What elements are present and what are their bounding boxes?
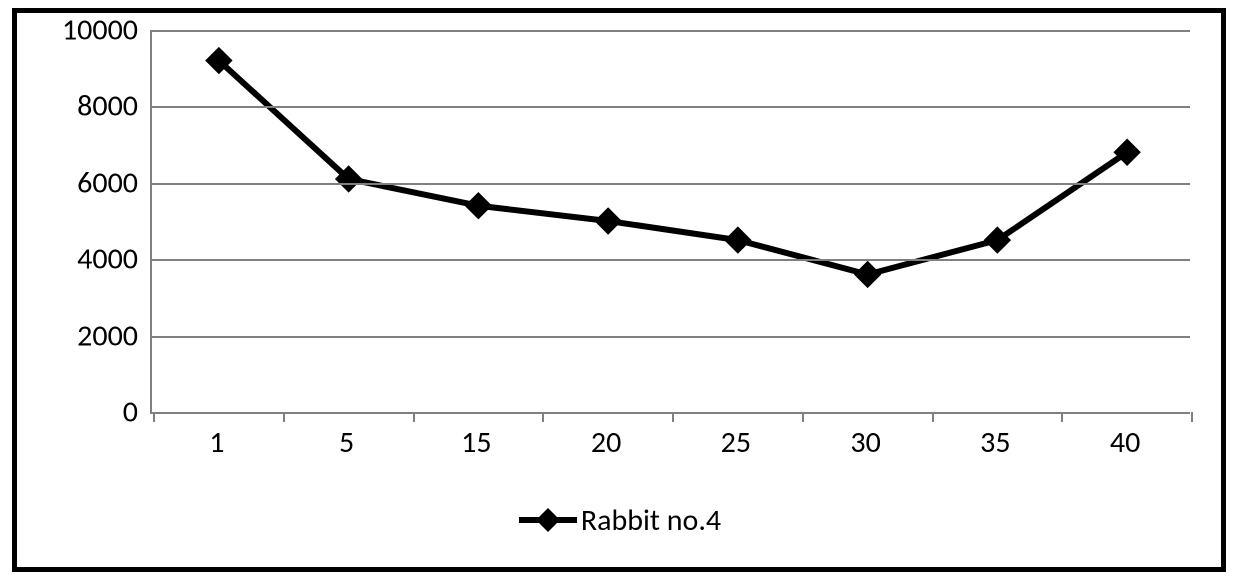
x-tick-label: 35 bbox=[945, 424, 1045, 461]
chart-container: Rabbit no.4 0 2000 4000 6000 8000 10000 15 15 20… bbox=[0, 0, 1240, 582]
gridline bbox=[152, 336, 1190, 338]
legend: Rabbit no.4 bbox=[480, 498, 760, 542]
x-tick-label: 15 bbox=[426, 424, 526, 461]
gridline bbox=[152, 30, 1190, 32]
x-tick-label: 40 bbox=[1075, 424, 1175, 461]
y-tick-label: 2000 bbox=[18, 317, 138, 354]
y-tick-label: 6000 bbox=[18, 164, 138, 201]
plot-area bbox=[150, 30, 1190, 414]
x-tick-label: 25 bbox=[686, 424, 786, 461]
gridline bbox=[152, 259, 1190, 261]
gridline bbox=[152, 183, 1190, 185]
legend-marker-icon bbox=[519, 508, 577, 532]
x-tick-mark bbox=[413, 412, 415, 422]
x-tick-mark bbox=[283, 412, 285, 422]
y-tick-label: 10000 bbox=[18, 12, 138, 49]
x-tick-mark bbox=[153, 412, 155, 422]
x-tick-label: 5 bbox=[297, 424, 397, 461]
x-tick-mark bbox=[542, 412, 544, 422]
legend-label: Rabbit no.4 bbox=[577, 502, 721, 539]
y-tick-label: 8000 bbox=[18, 88, 138, 125]
x-tick-label: 30 bbox=[816, 424, 916, 461]
x-tick-label: 1 bbox=[167, 424, 267, 461]
x-tick-mark bbox=[802, 412, 804, 422]
x-tick-mark bbox=[672, 412, 674, 422]
series-line bbox=[152, 30, 1192, 414]
gridline bbox=[152, 106, 1190, 108]
x-tick-mark bbox=[1191, 412, 1193, 422]
y-tick-label: 4000 bbox=[18, 241, 138, 278]
x-tick-label: 20 bbox=[556, 424, 656, 461]
y-tick-label: 0 bbox=[18, 394, 138, 431]
x-tick-mark bbox=[932, 412, 934, 422]
x-tick-mark bbox=[1061, 412, 1063, 422]
